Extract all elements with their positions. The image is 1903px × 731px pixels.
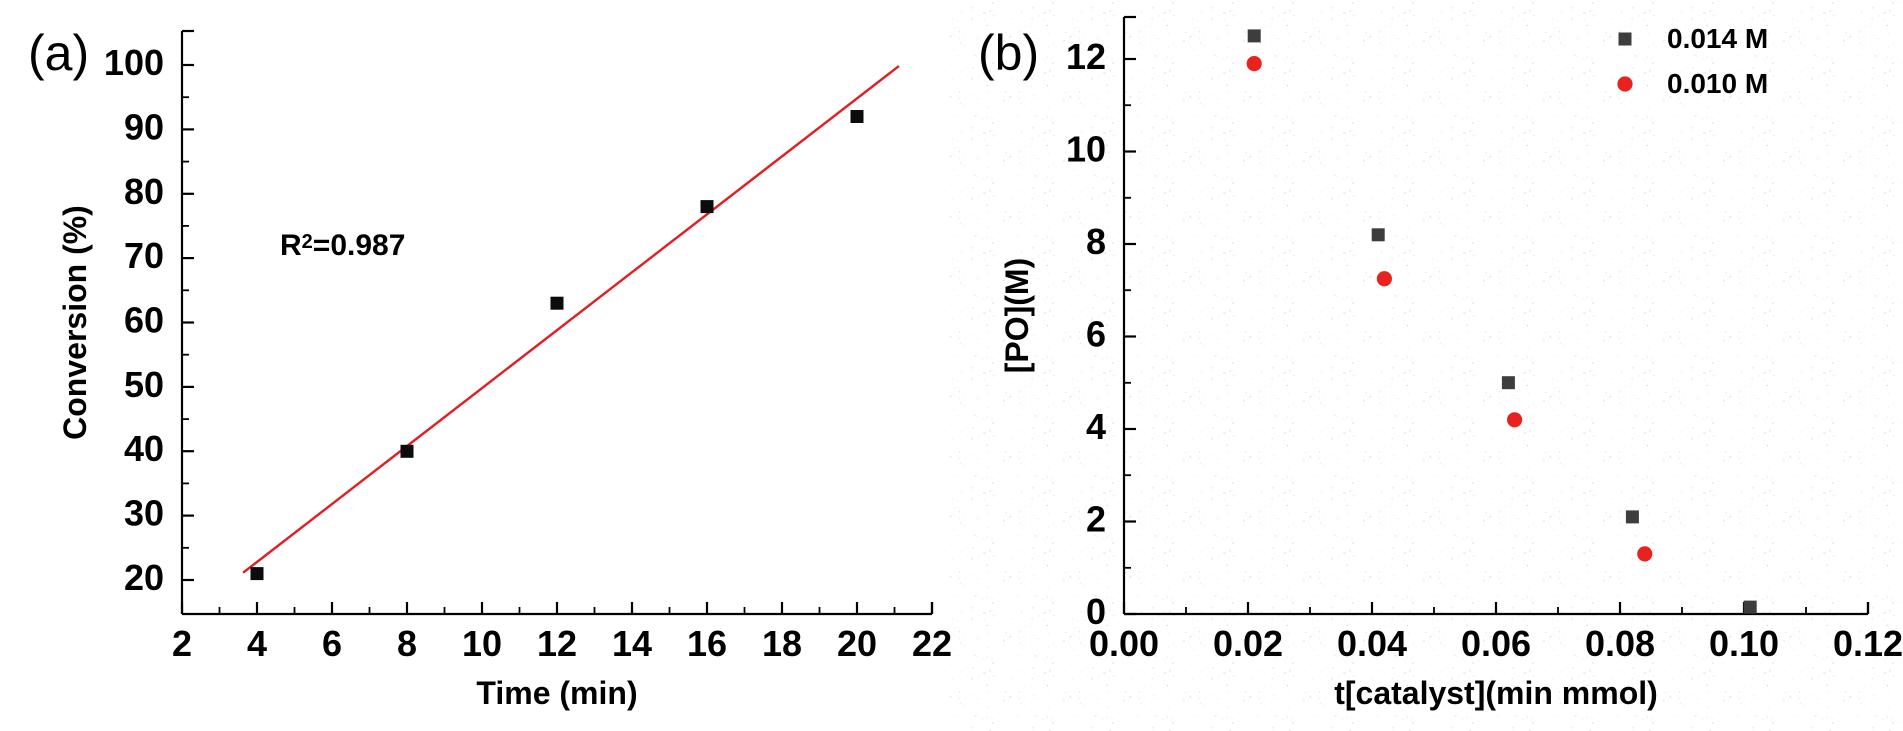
svg-text:2: 2 bbox=[1086, 499, 1106, 540]
svg-text:16: 16 bbox=[687, 623, 727, 664]
svg-text:2: 2 bbox=[172, 623, 192, 664]
svg-text:0.014 M: 0.014 M bbox=[1667, 23, 1768, 54]
svg-text:90: 90 bbox=[124, 106, 164, 147]
svg-text:50: 50 bbox=[124, 364, 164, 405]
svg-text:22: 22 bbox=[912, 623, 952, 664]
svg-text:20: 20 bbox=[837, 623, 877, 664]
svg-text:0.08: 0.08 bbox=[1585, 623, 1655, 664]
svg-text:(a): (a) bbox=[28, 25, 89, 81]
svg-text:0.10: 0.10 bbox=[1709, 623, 1779, 664]
svg-text:18: 18 bbox=[762, 623, 802, 664]
svg-text:0.12: 0.12 bbox=[1833, 623, 1903, 664]
svg-text:20: 20 bbox=[124, 557, 164, 598]
svg-text:100: 100 bbox=[104, 42, 164, 83]
svg-text:4: 4 bbox=[247, 623, 267, 664]
svg-text:8: 8 bbox=[1086, 221, 1106, 262]
svg-text:12: 12 bbox=[537, 623, 577, 664]
svg-text:60: 60 bbox=[124, 300, 164, 341]
svg-text:R2=0.987: R2=0.987 bbox=[280, 229, 405, 262]
svg-text:Conversion (%): Conversion (%) bbox=[57, 205, 93, 440]
svg-text:80: 80 bbox=[124, 171, 164, 212]
svg-text:10: 10 bbox=[1066, 129, 1106, 170]
svg-text:70: 70 bbox=[124, 235, 164, 276]
svg-text:0.06: 0.06 bbox=[1461, 623, 1531, 664]
svg-text:10: 10 bbox=[462, 623, 502, 664]
svg-text:Time (min): Time (min) bbox=[476, 675, 637, 711]
svg-text:0.04: 0.04 bbox=[1337, 623, 1407, 664]
svg-text:8: 8 bbox=[397, 623, 417, 664]
svg-text:[PO](M): [PO](M) bbox=[999, 258, 1035, 374]
svg-text:6: 6 bbox=[1086, 314, 1106, 355]
svg-text:30: 30 bbox=[124, 493, 164, 534]
svg-text:4: 4 bbox=[1086, 406, 1106, 447]
svg-text:0.02: 0.02 bbox=[1213, 623, 1283, 664]
svg-text:40: 40 bbox=[124, 428, 164, 469]
svg-text:6: 6 bbox=[322, 623, 342, 664]
svg-text:0: 0 bbox=[1086, 591, 1106, 632]
svg-text:t[catalyst](min mmol): t[catalyst](min mmol) bbox=[1334, 675, 1658, 711]
svg-text:12: 12 bbox=[1066, 36, 1106, 77]
svg-text:0.010 M: 0.010 M bbox=[1667, 68, 1768, 99]
svg-text:(b): (b) bbox=[978, 25, 1039, 81]
svg-text:14: 14 bbox=[612, 623, 652, 664]
